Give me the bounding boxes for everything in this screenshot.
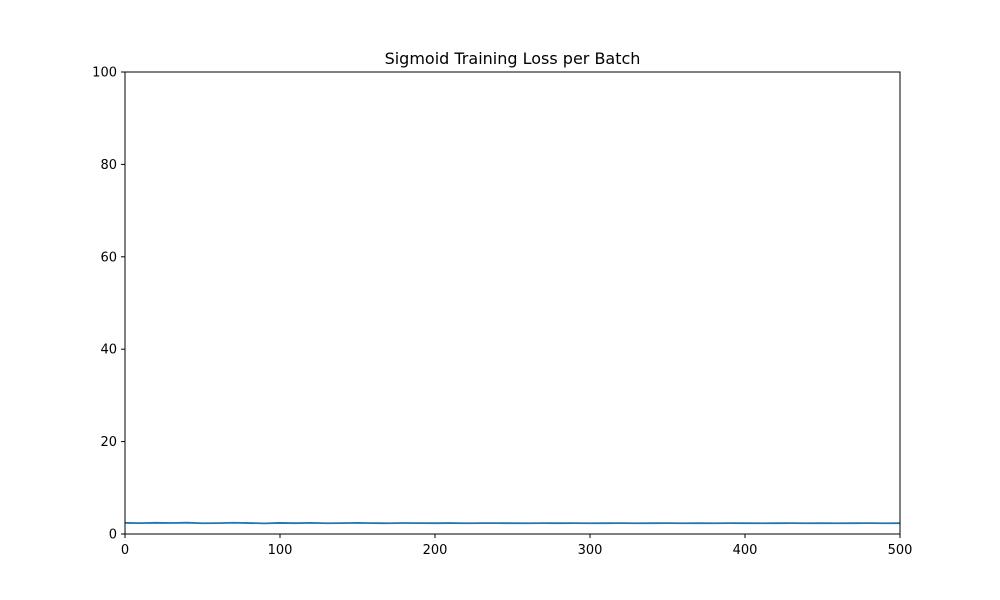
y-tick-label: 40 — [100, 343, 117, 358]
loss-series-line — [124, 521, 901, 525]
y-tick-label: 100 — [92, 66, 117, 81]
y-tick-label: 0 — [109, 528, 117, 543]
y-tick-label: 80 — [100, 158, 117, 173]
x-tick-label: 100 — [268, 543, 293, 558]
series-layer — [124, 521, 901, 525]
x-tick-label: 400 — [733, 543, 758, 558]
y-tick-label: 60 — [100, 250, 117, 265]
x-tick-label: 300 — [578, 543, 603, 558]
x-tick-label: 500 — [888, 543, 913, 558]
x-axis: 0 100 200 300 400 500 — [121, 534, 913, 558]
y-tick-label: 20 — [100, 435, 117, 450]
chart-title: Sigmoid Training Loss per Batch — [385, 49, 641, 68]
y-axis: 0 20 40 60 80 100 — [92, 66, 125, 543]
x-tick-label: 0 — [121, 543, 129, 558]
x-tick-label: 200 — [423, 543, 448, 558]
plot-frame — [124, 71, 901, 535]
